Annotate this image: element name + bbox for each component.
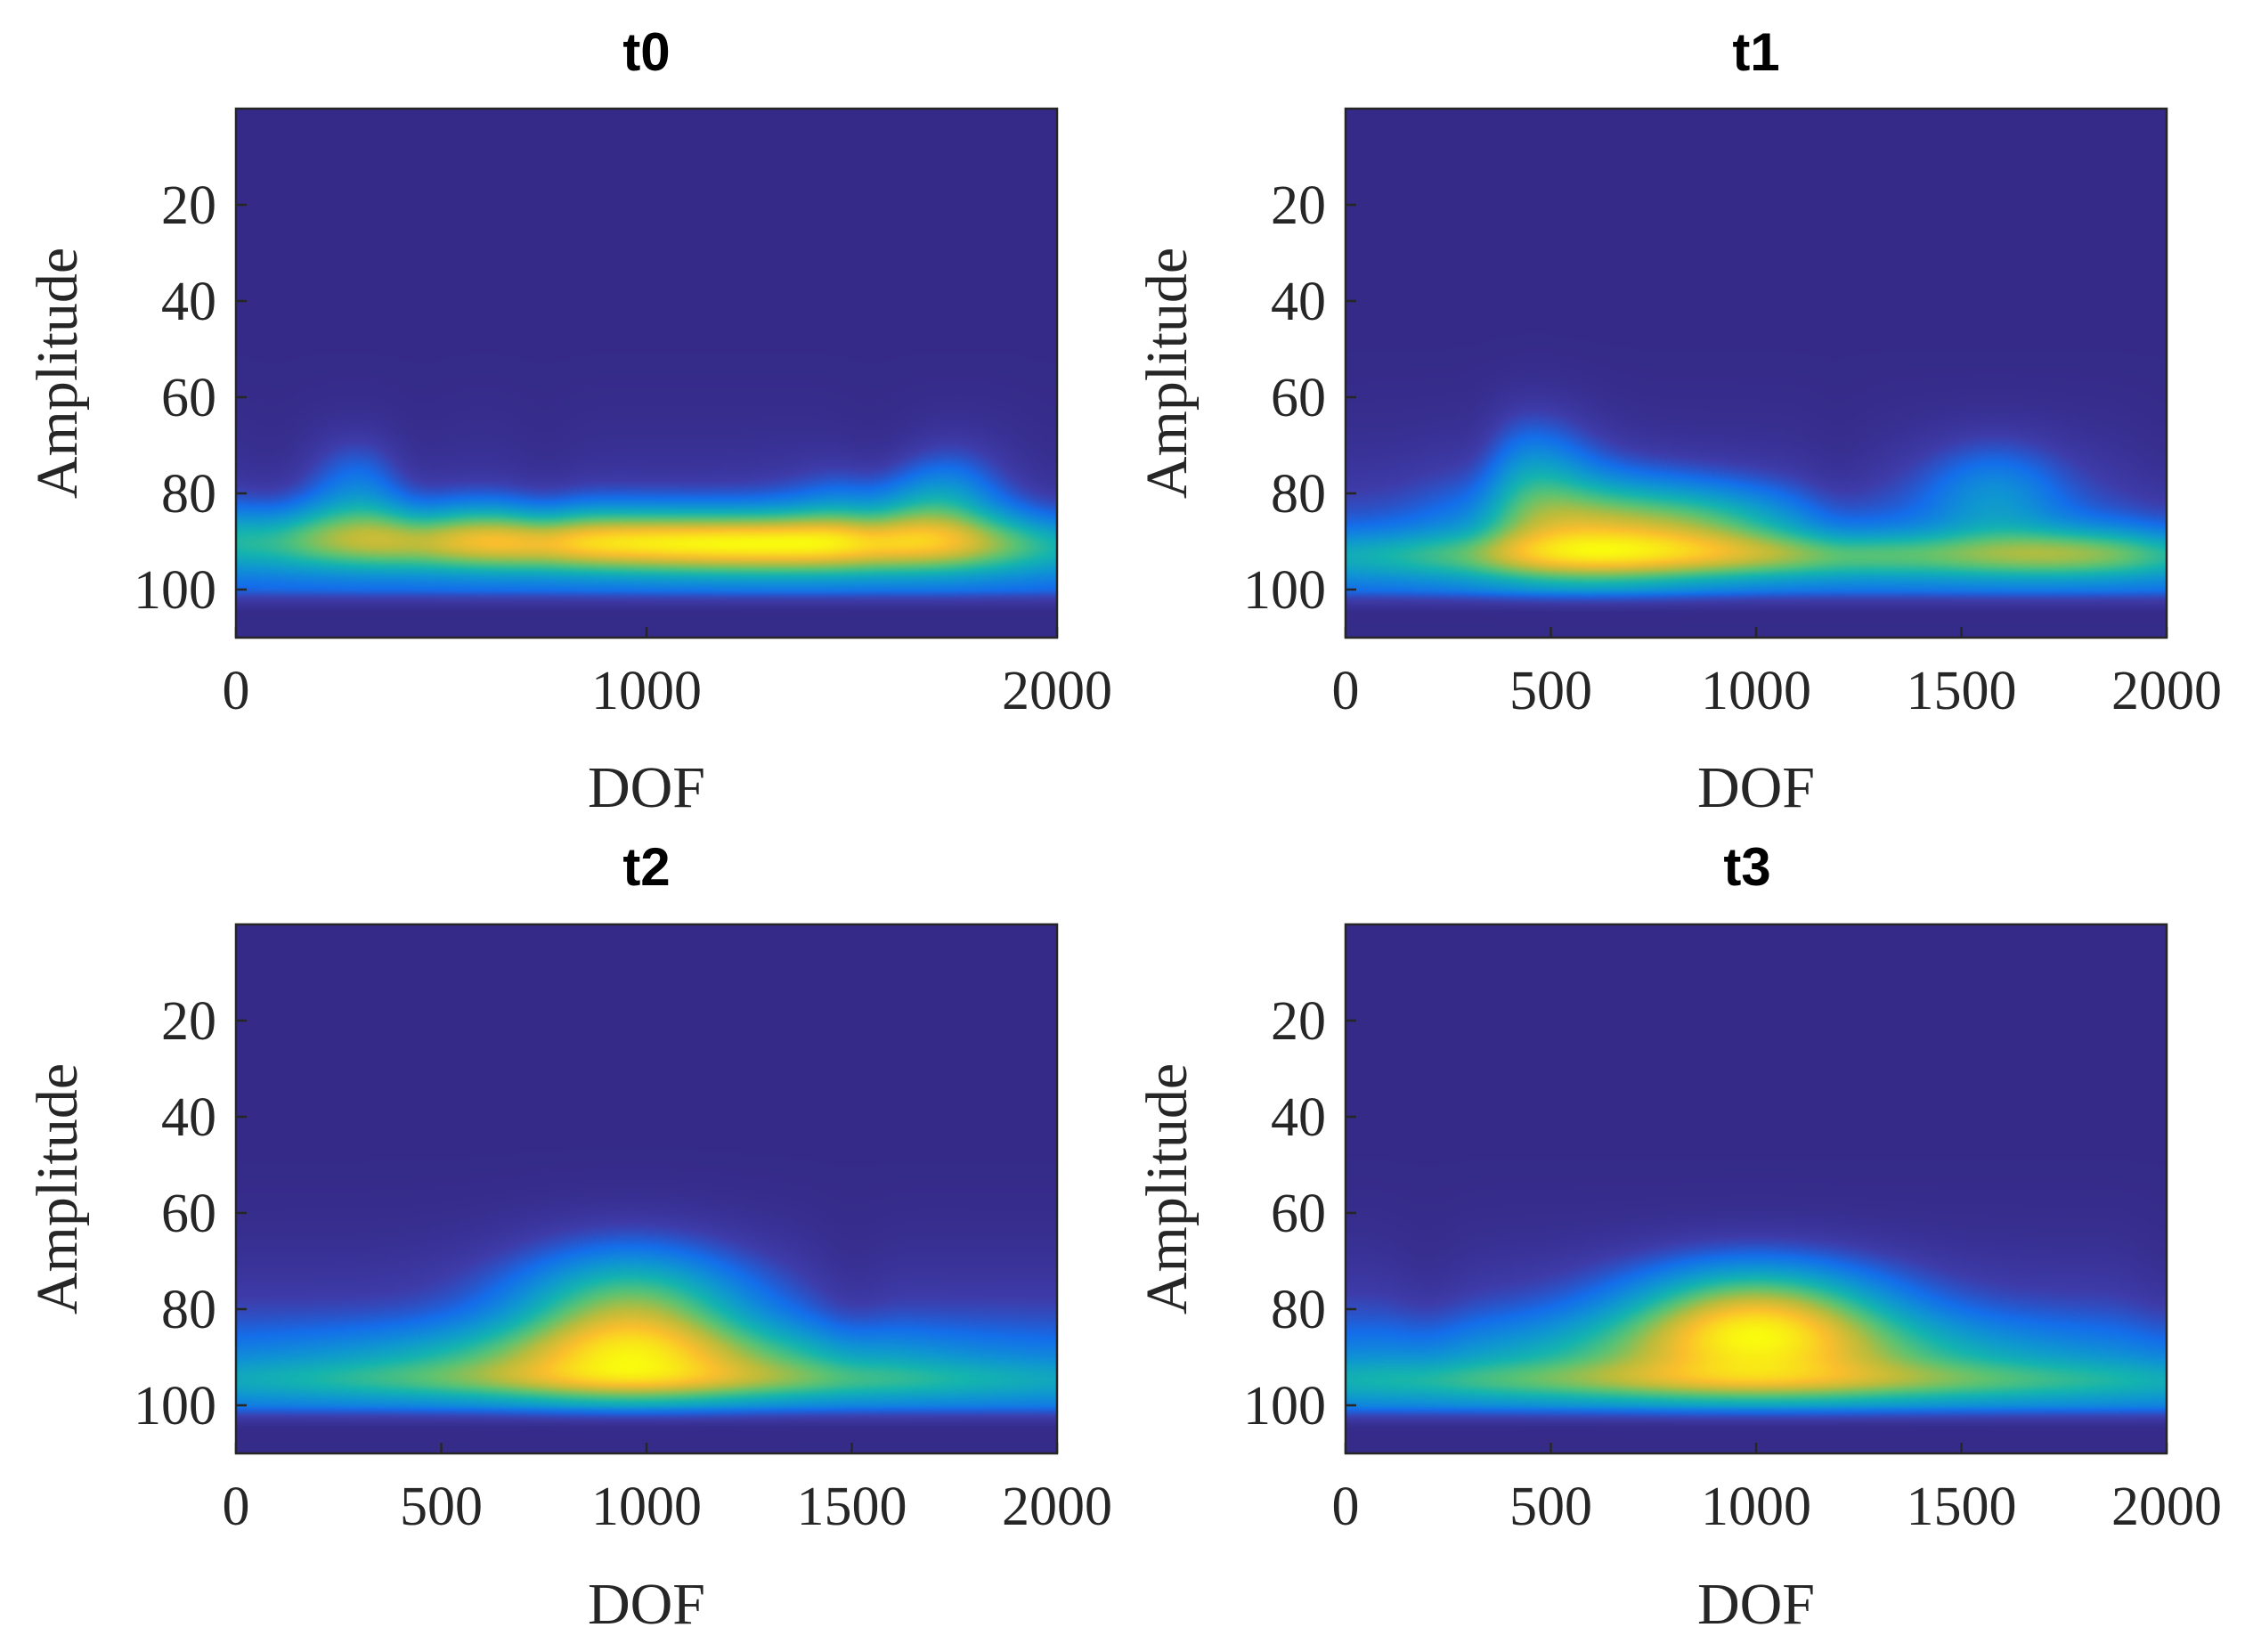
y-axis-label-t3: Amplitude (1135, 1063, 1200, 1314)
x-tick-label: 2000 (1002, 661, 1112, 721)
y-tick-label: 60 (161, 1184, 216, 1244)
y-tick-label: 100 (1243, 1376, 1326, 1436)
y-tick-label: 60 (161, 368, 216, 428)
y-tick-label: 20 (1271, 175, 1326, 236)
heatmap-t1 (1346, 109, 2167, 638)
x-tick-label: 500 (400, 1477, 483, 1537)
x-axis-label-t0: DOF (588, 755, 705, 820)
panel-title-t1: t1 (1732, 22, 1779, 82)
panel-title-t2: t2 (622, 837, 670, 897)
y-axis-label-t1: Amplitude (1135, 248, 1200, 499)
y-ticks-t3: 20 40 60 80 100 (1243, 991, 1356, 1436)
y-tick-label: 80 (161, 464, 216, 525)
x-tick-label: 0 (223, 661, 250, 721)
y-tick-label: 20 (161, 991, 216, 1052)
y-tick-label: 80 (161, 1280, 216, 1340)
panel-t2: t2 0 500 1000 1500 2000 20 40 60 80 100 DOF Ampl… (25, 837, 1112, 1637)
heatmap-t0 (236, 109, 1057, 638)
y-tick-label: 60 (1271, 1184, 1326, 1244)
y-ticks-t1: 20 40 60 80 100 (1243, 175, 1356, 621)
x-axis-label-t3: DOF (1697, 1572, 1815, 1637)
y-tick-label: 100 (1243, 560, 1326, 621)
y-tick-label: 80 (1271, 1280, 1326, 1340)
panel-t0: t0 0 1000 2000 20 40 60 80 100 DOF Amplitude (25, 22, 1112, 820)
x-tick-label: 1500 (797, 1477, 907, 1537)
x-tick-label: 500 (1509, 1477, 1592, 1537)
y-tick-label: 100 (134, 560, 216, 621)
y-ticks-t2: 20 40 60 80 100 (134, 991, 247, 1436)
panel-title-t3: t3 (1723, 837, 1770, 897)
x-tick-label: 500 (1509, 661, 1592, 721)
x-ticks-t2: 0 500 1000 1500 2000 (223, 1443, 1112, 1537)
x-tick-label: 1000 (1701, 661, 1811, 721)
y-tick-label: 40 (1271, 1087, 1326, 1148)
x-tick-label: 0 (1332, 1477, 1360, 1537)
x-tick-label: 0 (1332, 661, 1360, 721)
y-tick-label: 20 (1271, 991, 1326, 1052)
x-tick-label: 2000 (2111, 1477, 2222, 1537)
x-ticks-t1: 0 500 1000 1500 2000 (1332, 627, 2222, 721)
x-tick-label: 1000 (1701, 1477, 1811, 1537)
x-axis-label-t1: DOF (1697, 755, 1815, 820)
x-tick-label: 2000 (1002, 1477, 1112, 1537)
y-tick-label: 40 (161, 1087, 216, 1148)
y-tick-label: 40 (161, 272, 216, 332)
x-tick-label: 1000 (591, 661, 702, 721)
y-tick-label: 20 (161, 175, 216, 236)
panel-t3: t3 0 500 1000 1500 2000 20 40 60 80 100 DOF Ampl… (1135, 837, 2222, 1637)
x-tick-label: 1000 (591, 1477, 702, 1537)
x-axis-label-t2: DOF (588, 1572, 705, 1637)
heatmap-t3 (1346, 924, 2167, 1453)
x-ticks-t3: 0 500 1000 1500 2000 (1332, 1443, 2222, 1537)
x-tick-label: 1500 (1907, 1477, 2017, 1537)
heatmap-t2 (236, 924, 1057, 1453)
x-tick-label: 1500 (1907, 661, 2017, 721)
panel-title-t0: t0 (622, 22, 670, 82)
y-tick-label: 100 (134, 1376, 216, 1436)
y-ticks-t0: 20 40 60 80 100 (134, 175, 247, 621)
x-tick-label: 2000 (2111, 661, 2222, 721)
y-axis-label-t2: Amplitude (25, 1063, 90, 1314)
y-tick-label: 60 (1271, 368, 1326, 428)
y-tick-label: 80 (1271, 464, 1326, 525)
x-ticks-t0: 0 1000 2000 (223, 627, 1112, 721)
x-tick-label: 0 (223, 1477, 250, 1537)
y-tick-label: 40 (1271, 272, 1326, 332)
panel-t1: t1 0 500 1000 1500 2000 20 40 60 80 100 DOF Ampl… (1135, 22, 2222, 820)
y-axis-label-t0: Amplitude (25, 248, 90, 499)
